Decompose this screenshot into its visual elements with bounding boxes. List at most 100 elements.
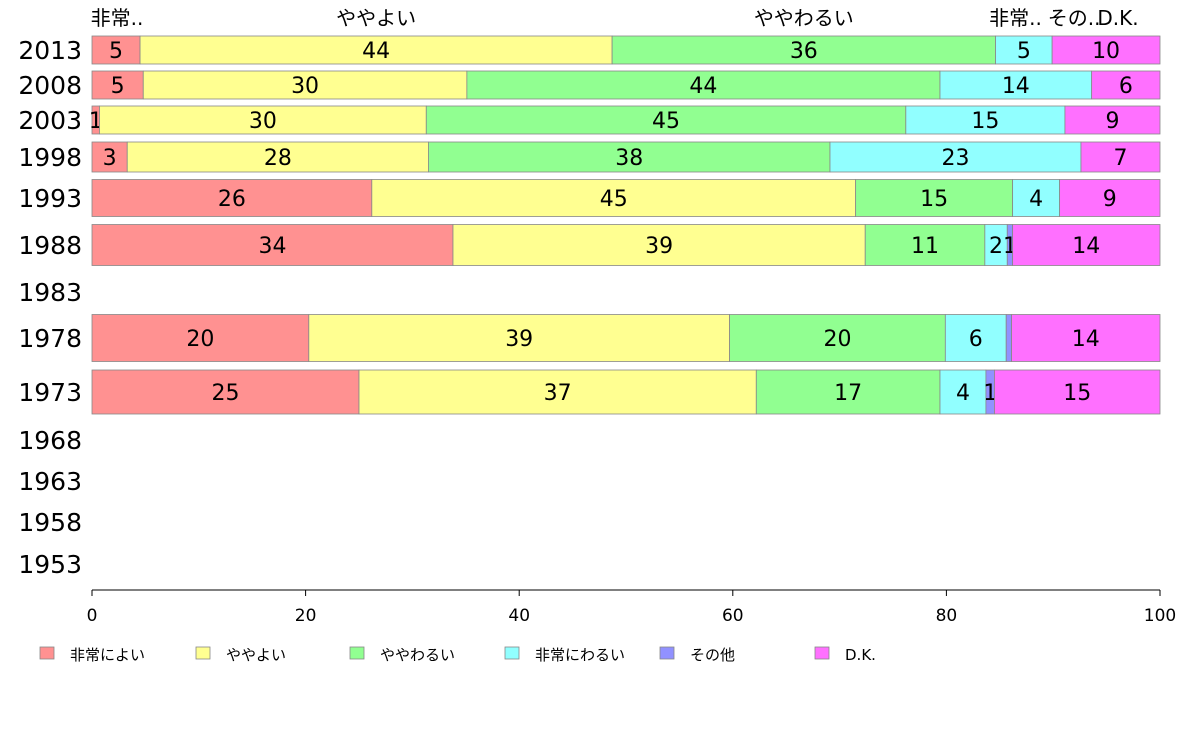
data-label: 44 xyxy=(362,39,390,64)
data-label: 15 xyxy=(920,187,948,212)
x-tick-label: 40 xyxy=(508,606,530,626)
x-tick-label: 0 xyxy=(87,606,98,626)
x-tick-label: 20 xyxy=(295,606,317,626)
data-label: 45 xyxy=(652,109,680,134)
data-label: 45 xyxy=(600,187,628,212)
data-label: 23 xyxy=(941,146,969,171)
year-label: 2013 xyxy=(18,36,82,65)
bar-1978-1 xyxy=(308,314,730,362)
bar-2008-3 xyxy=(939,70,1093,100)
bar-2008-5 xyxy=(1091,70,1161,100)
data-label: 6 xyxy=(969,327,983,352)
x-tick-label: 60 xyxy=(722,606,744,626)
data-label: 10 xyxy=(1092,39,1120,64)
year-label: 1968 xyxy=(18,426,82,455)
bar-1978-3 xyxy=(944,314,1007,362)
series-top-label: 非常.. xyxy=(989,6,1042,30)
data-label: 26 xyxy=(218,187,246,212)
x-tick-label: 100 xyxy=(1144,606,1176,626)
data-label: 38 xyxy=(615,146,643,171)
year-label: 1963 xyxy=(18,467,82,496)
data-label: 14 xyxy=(1072,234,1100,259)
year-label: 1953 xyxy=(18,550,82,579)
data-label: 39 xyxy=(505,327,533,352)
bar-2008-0 xyxy=(91,70,144,100)
series-top-label: 非常.. xyxy=(91,6,144,30)
series-top-label: D.K. xyxy=(1097,6,1138,30)
legend-label: D.K. xyxy=(845,646,876,664)
data-label: 9 xyxy=(1103,187,1117,212)
year-label: 2003 xyxy=(18,106,82,135)
legend-swatch xyxy=(814,646,830,660)
data-label: 4 xyxy=(1029,187,1043,212)
bar-1988-0 xyxy=(91,224,454,266)
data-label: 5 xyxy=(111,74,125,99)
legend: 非常によい ややよい ややわるい 非常にわるい その他 D.K. xyxy=(39,646,876,664)
bar-1978-4 xyxy=(1005,314,1012,362)
year-label: 1973 xyxy=(18,378,82,407)
bar-1998-1 xyxy=(126,141,429,173)
series-top-label: ややよい xyxy=(336,6,416,30)
data-label: 9 xyxy=(1105,109,1119,134)
year-label: 1958 xyxy=(18,508,82,537)
bar-2013-1 xyxy=(139,35,613,65)
bar-2008-1 xyxy=(142,70,468,100)
legend-swatch xyxy=(504,646,520,660)
bar-2003-2 xyxy=(425,105,907,135)
bar-2013-2 xyxy=(611,35,996,65)
data-label: 25 xyxy=(212,381,240,406)
series-top-label: ややわるい xyxy=(754,6,854,30)
data-label: 5 xyxy=(109,39,123,64)
bar-1998-5 xyxy=(1080,141,1161,173)
bar-2013-0 xyxy=(91,35,141,65)
bar-1998-3 xyxy=(829,141,1082,173)
year-label: 1998 xyxy=(18,143,82,172)
year-labels: 2013 2008 2003 1998 1993 1988 1983 1978 1973 1968… xyxy=(18,36,82,579)
data-label: 39 xyxy=(645,234,673,259)
bar-1993-0 xyxy=(91,179,373,217)
bar-1978-5 xyxy=(1011,314,1161,362)
data-label: 14 xyxy=(1072,327,1100,352)
year-label: 1978 xyxy=(18,324,82,353)
x-axis: 0 20 40 60 80 100 xyxy=(87,589,1176,626)
legend-label: ややよい xyxy=(226,646,286,664)
bar-1988-1 xyxy=(452,224,866,266)
data-label: 7 xyxy=(1113,146,1127,171)
data-label: 28 xyxy=(264,146,292,171)
data-label: 15 xyxy=(971,109,999,134)
data-label: 37 xyxy=(544,381,572,406)
year-label: 1983 xyxy=(18,278,82,307)
data-label: 34 xyxy=(258,234,286,259)
data-label: 20 xyxy=(186,327,214,352)
data-label: 4 xyxy=(956,381,970,406)
bar-1998-2 xyxy=(428,141,831,173)
data-label: 17 xyxy=(834,381,862,406)
bar-1978-0 xyxy=(91,314,310,362)
bar-1973-0 xyxy=(91,369,360,415)
legend-swatch xyxy=(659,646,675,660)
data-label: 6 xyxy=(1119,74,1133,99)
bar-1993-5 xyxy=(1059,179,1161,217)
bar-2003-1 xyxy=(99,105,427,135)
bar-1993-3 xyxy=(1012,179,1061,217)
bar-1973-2 xyxy=(755,369,941,415)
bar-1973-5 xyxy=(994,369,1161,415)
data-label: 11 xyxy=(911,234,939,259)
bar-1993-2 xyxy=(855,179,1014,217)
data-label: 5 xyxy=(1017,39,1031,64)
legend-label: その他 xyxy=(690,646,735,664)
legend-swatch xyxy=(195,646,211,660)
legend-label: 非常にわるい xyxy=(535,646,625,664)
top-series-labels: 非常.. ややよい ややわるい 非常.. その..D.K. xyxy=(91,6,1139,30)
data-label: 44 xyxy=(689,74,717,99)
data-label: 30 xyxy=(249,109,277,134)
data-label: 2 xyxy=(989,234,1003,259)
year-label: 1993 xyxy=(18,184,82,213)
x-tick-label: 80 xyxy=(936,606,958,626)
bar-1978-2 xyxy=(729,314,946,362)
legend-swatch xyxy=(349,646,365,660)
bar-2008-2 xyxy=(466,70,941,100)
data-label: 14 xyxy=(1002,74,1030,99)
data-label: 20 xyxy=(823,327,851,352)
